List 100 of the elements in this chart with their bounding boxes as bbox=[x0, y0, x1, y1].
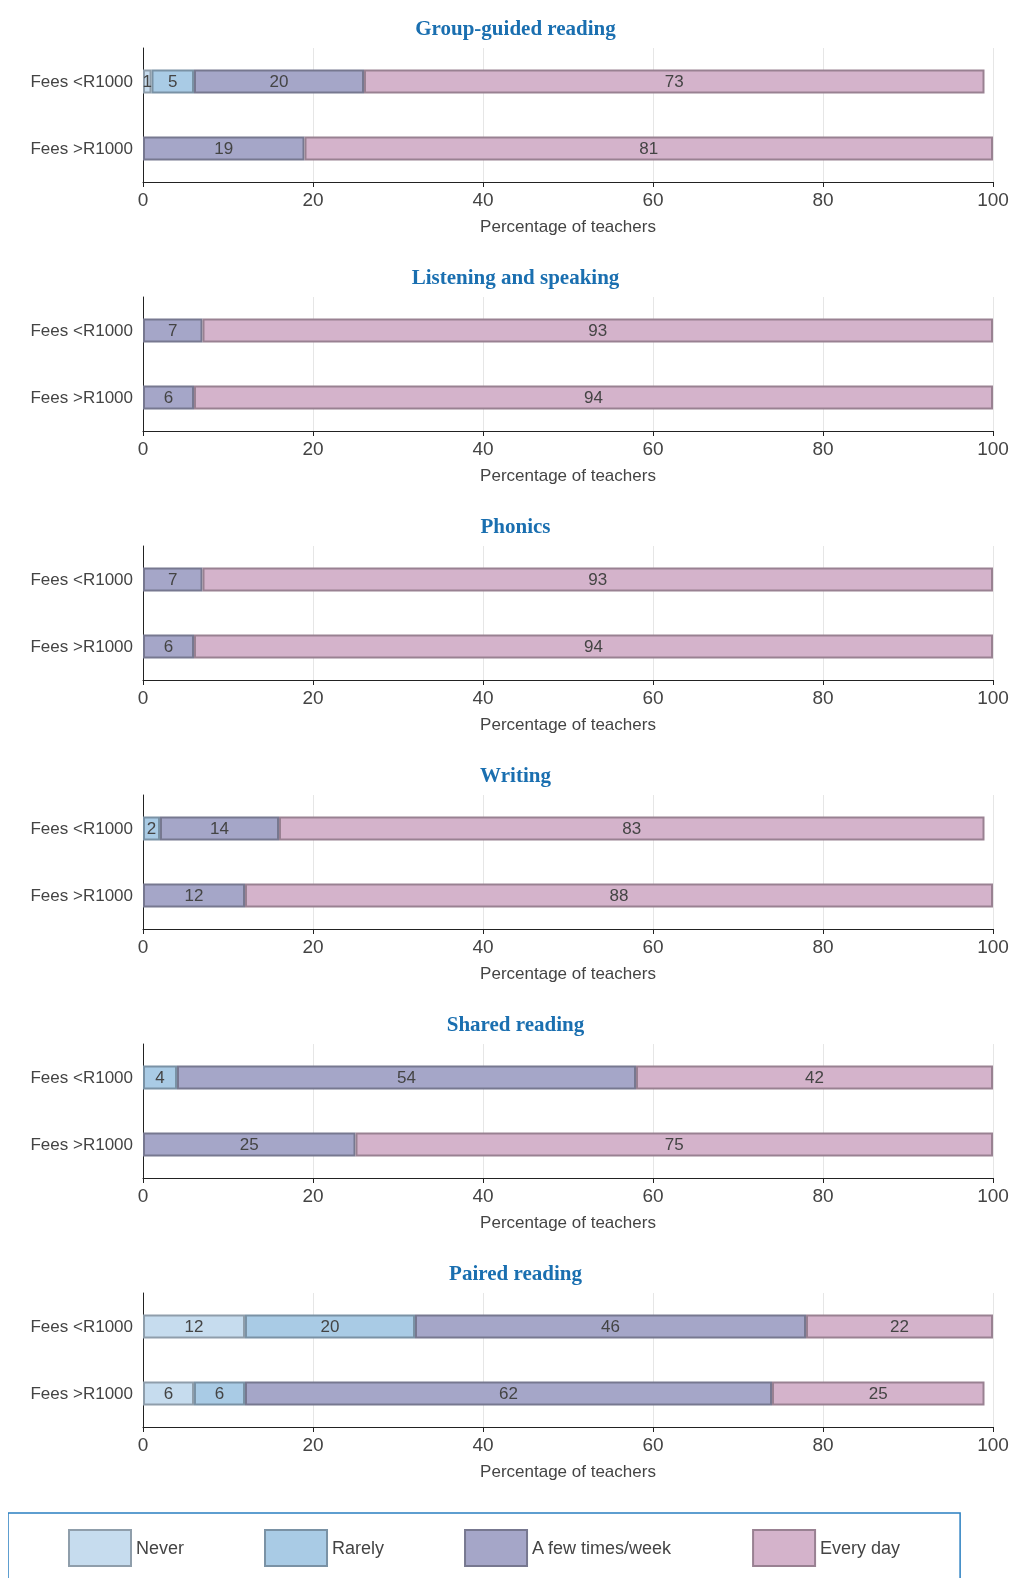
y-tick-label: Fees <R1000 bbox=[30, 819, 133, 838]
bar bbox=[194, 1381, 245, 1406]
chart-title: Group-guided reading bbox=[415, 15, 617, 40]
data-label: 2 bbox=[146, 819, 157, 838]
data-label: 75 bbox=[664, 1135, 684, 1154]
x-tick-label: 40 bbox=[472, 687, 494, 708]
legend-label: A few times/week bbox=[532, 1538, 673, 1558]
x-tick-label: 20 bbox=[302, 687, 324, 708]
x-tick-label: 80 bbox=[812, 189, 834, 210]
x-axis-title: Percentage of teachers bbox=[480, 964, 656, 983]
x-tick-label: 20 bbox=[302, 936, 324, 957]
x-axis-title: Percentage of teachers bbox=[480, 466, 656, 485]
x-tick-label: 80 bbox=[812, 1185, 834, 1206]
legend-label: Never bbox=[136, 1538, 185, 1558]
x-tick-label: 100 bbox=[977, 189, 1009, 210]
data-label: 5 bbox=[168, 72, 178, 91]
y-tick-label: Fees >R1000 bbox=[30, 1384, 133, 1403]
data-label: 88 bbox=[609, 886, 629, 905]
bar bbox=[143, 567, 203, 592]
data-label: 4 bbox=[155, 1068, 165, 1087]
data-label: 12 bbox=[184, 1317, 204, 1336]
x-tick-label: 0 bbox=[137, 189, 149, 210]
x-tick-label: 0 bbox=[137, 936, 149, 957]
bar bbox=[143, 634, 194, 659]
data-label: 6 bbox=[214, 1384, 225, 1403]
x-tick-label: 80 bbox=[812, 687, 834, 708]
x-tick-label: 0 bbox=[137, 687, 149, 708]
chart-title: Paired reading bbox=[449, 1260, 583, 1285]
y-tick-label: Fees <R1000 bbox=[30, 72, 133, 91]
data-label: 42 bbox=[805, 1068, 824, 1087]
bar bbox=[245, 883, 993, 908]
x-tick-label: 40 bbox=[472, 936, 494, 957]
y-tick-label: Fees >R1000 bbox=[30, 637, 133, 656]
data-label: 19 bbox=[214, 139, 234, 158]
data-label: 12 bbox=[184, 886, 204, 905]
data-label: 6 bbox=[163, 637, 174, 656]
x-tick-label: 80 bbox=[812, 936, 834, 957]
chart-title: Listening and speaking bbox=[411, 264, 620, 289]
data-label: 93 bbox=[588, 321, 608, 340]
bar bbox=[202, 318, 993, 343]
x-tick-label: 100 bbox=[977, 936, 1009, 957]
x-tick-label: 80 bbox=[812, 1434, 834, 1455]
y-tick-label: Fees <R1000 bbox=[30, 1068, 133, 1087]
bar bbox=[415, 1314, 806, 1339]
data-label: 73 bbox=[664, 72, 684, 91]
bar bbox=[151, 69, 194, 94]
x-tick-label: 60 bbox=[642, 1185, 664, 1206]
x-tick-label: 60 bbox=[642, 1434, 664, 1455]
data-label: 7 bbox=[168, 321, 178, 340]
bar bbox=[194, 634, 993, 659]
x-tick-label: 100 bbox=[977, 1185, 1009, 1206]
bar bbox=[279, 816, 985, 841]
y-tick-label: Fees <R1000 bbox=[30, 570, 133, 589]
bar bbox=[143, 883, 245, 908]
y-tick-label: Fees >R1000 bbox=[30, 388, 133, 407]
data-label: 54 bbox=[397, 1068, 416, 1087]
y-tick-label: Fees >R1000 bbox=[30, 139, 133, 158]
bar bbox=[177, 1065, 636, 1090]
chart-title: Shared reading bbox=[446, 1011, 585, 1036]
chart-title: Writing bbox=[480, 762, 552, 787]
x-tick-label: 20 bbox=[302, 1434, 324, 1455]
data-label: 6 bbox=[163, 1384, 174, 1403]
data-label: 20 bbox=[320, 1317, 340, 1336]
data-label: 62 bbox=[499, 1384, 518, 1403]
x-tick-label: 0 bbox=[137, 1185, 149, 1206]
x-tick-label: 100 bbox=[977, 438, 1009, 459]
x-tick-label: 80 bbox=[812, 438, 834, 459]
data-label: 83 bbox=[622, 819, 642, 838]
data-label: 94 bbox=[584, 637, 603, 656]
bar bbox=[304, 136, 993, 161]
bar bbox=[143, 1065, 177, 1090]
data-label: 6 bbox=[163, 388, 174, 407]
bar bbox=[143, 318, 203, 343]
data-label: 1 bbox=[142, 72, 152, 91]
bar bbox=[202, 567, 993, 592]
x-axis-title: Percentage of teachers bbox=[480, 715, 656, 734]
bar bbox=[143, 1132, 356, 1157]
data-label: 7 bbox=[168, 570, 178, 589]
x-tick-label: 40 bbox=[472, 1185, 494, 1206]
x-tick-label: 0 bbox=[137, 1434, 149, 1455]
x-tick-label: 40 bbox=[472, 438, 494, 459]
y-tick-label: Fees <R1000 bbox=[30, 321, 133, 340]
x-tick-label: 100 bbox=[977, 687, 1009, 708]
data-label: 94 bbox=[584, 388, 603, 407]
y-tick-label: Fees >R1000 bbox=[30, 886, 133, 905]
x-tick-label: 40 bbox=[472, 189, 494, 210]
bar bbox=[355, 1132, 993, 1157]
data-label: 25 bbox=[868, 1384, 888, 1403]
bar bbox=[245, 1314, 415, 1339]
y-tick-label: Fees >R1000 bbox=[30, 1135, 133, 1154]
x-axis-title: Percentage of teachers bbox=[480, 1213, 656, 1232]
bar bbox=[636, 1065, 993, 1090]
x-tick-label: 60 bbox=[642, 189, 664, 210]
x-axis-title: Percentage of teachers bbox=[480, 217, 656, 236]
bar bbox=[194, 385, 993, 410]
x-tick-label: 20 bbox=[302, 189, 324, 210]
x-tick-label: 40 bbox=[472, 1434, 494, 1455]
bar bbox=[194, 69, 364, 94]
bar bbox=[143, 1381, 194, 1406]
chart-title: Phonics bbox=[480, 513, 551, 538]
